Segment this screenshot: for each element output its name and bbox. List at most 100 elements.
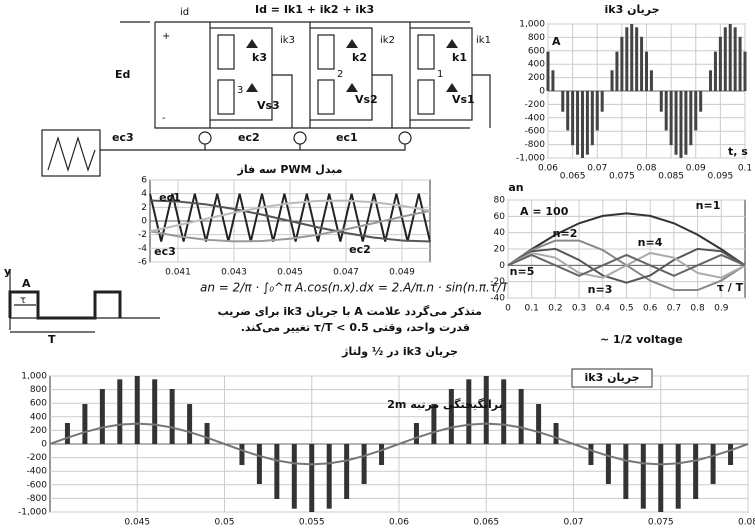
bar [645,51,648,91]
pulse-tau: τ [20,295,26,306]
y-tick-label: 800 [528,33,545,43]
y-tick-label: 0 [41,440,47,450]
x-tick-label: 0 [505,304,511,314]
igbt [317,34,335,70]
pulse-diagram: y A τ T [4,265,160,346]
y-tick-label: -2 [138,230,147,240]
chart-title: مبدل PWM سه فاز [236,163,342,176]
x-tick-label: 0.065 [473,518,499,528]
note-line: متذکر می‌گردد علامت A با جریان ik3 برای … [218,305,482,318]
node-label: 3 [237,85,243,96]
bar [580,91,584,158]
bar [501,379,507,444]
y-tick-label: 0 [141,217,147,227]
x-tick-label: 0.07 [587,164,607,174]
bar [675,444,681,509]
bar [664,91,668,131]
bar [413,422,419,444]
bar [713,51,717,91]
annotation: t, s [728,145,748,158]
bar [309,444,315,512]
bar [728,444,734,466]
y-tick-label: -200 [27,453,48,463]
y-tick-label: 200 [30,426,47,436]
annotation: ~ 1/2 voltage [600,333,683,346]
bar [630,24,634,91]
bar [718,36,722,91]
x-tick-label: 0.7 [667,304,681,314]
y-tick-label: 800 [30,385,47,395]
error-label: ec3 [112,131,134,144]
bar [518,388,524,444]
y-tick-label: -400 [27,467,48,477]
series-line [149,199,431,243]
y-tick-label: -1,000 [516,154,545,164]
igbt [417,34,435,70]
y-tick-label: 400 [30,412,47,422]
bar [635,27,639,92]
y-tick-label: 400 [528,60,545,70]
bar [640,444,646,509]
x-tick-label: 0.5 [619,304,633,314]
carrier-wires [100,144,406,151]
y-tick-label: -1,000 [18,508,47,518]
series-line [49,422,749,466]
error-label: ec1 [336,131,358,144]
series-label: برانگیختگی مرتبه 2m [387,398,502,411]
switch-label: k2 [352,51,367,64]
comparator [293,131,307,145]
bar [679,91,683,158]
bus-wires [120,21,470,129]
bar [431,404,437,444]
y-tick-label: -400 [525,113,546,123]
bar [291,444,297,509]
legend-box [571,368,653,388]
y-tick-label: -6 [138,258,147,268]
series-line [149,193,431,242]
x-tick-label: 0.08 [636,164,656,174]
series-line [507,253,746,277]
bar [274,444,280,500]
bar [723,27,727,92]
bar [379,444,385,466]
bar [649,70,653,91]
bar [566,91,570,131]
bar [117,379,123,444]
bar [344,444,350,500]
switch-label: k3 [252,51,267,64]
annotation: A = 100 [520,205,569,218]
x-tick-label: 0.041 [165,268,191,278]
x-tick-label: 0.1 [525,304,539,314]
bar [448,388,454,444]
bar [536,404,542,444]
series-label: n=3 [588,283,613,296]
x-tick-label: 0.06 [389,518,409,528]
y-tick-label: -4 [138,244,147,254]
bar [669,91,673,146]
bar [689,91,693,146]
source-label: Ed [115,68,130,81]
bar [694,91,698,131]
bar [551,70,555,91]
y-tick-label: -20 [490,277,505,287]
series-label: n=1 [696,199,721,212]
current-label: ik3 [280,35,295,46]
bar [239,444,245,466]
x-tick-label: 0.4 [596,304,611,314]
leg [409,27,473,121]
bar [576,91,580,155]
node-label: 2 [337,69,343,80]
diodes [246,39,458,92]
bar [620,36,624,91]
x-tick-label: 0.043 [221,268,247,278]
bar [623,444,629,500]
bar [326,444,332,509]
bar [600,91,604,112]
y-tick-label: 20 [494,245,506,255]
bar [615,51,619,91]
pulse-axes [9,270,160,330]
series-label: ec3 [154,245,176,258]
y-tick-label: 600 [30,399,47,409]
x-tick-label: 0.1 [738,164,752,174]
y-tick-label: 60 [494,212,506,222]
